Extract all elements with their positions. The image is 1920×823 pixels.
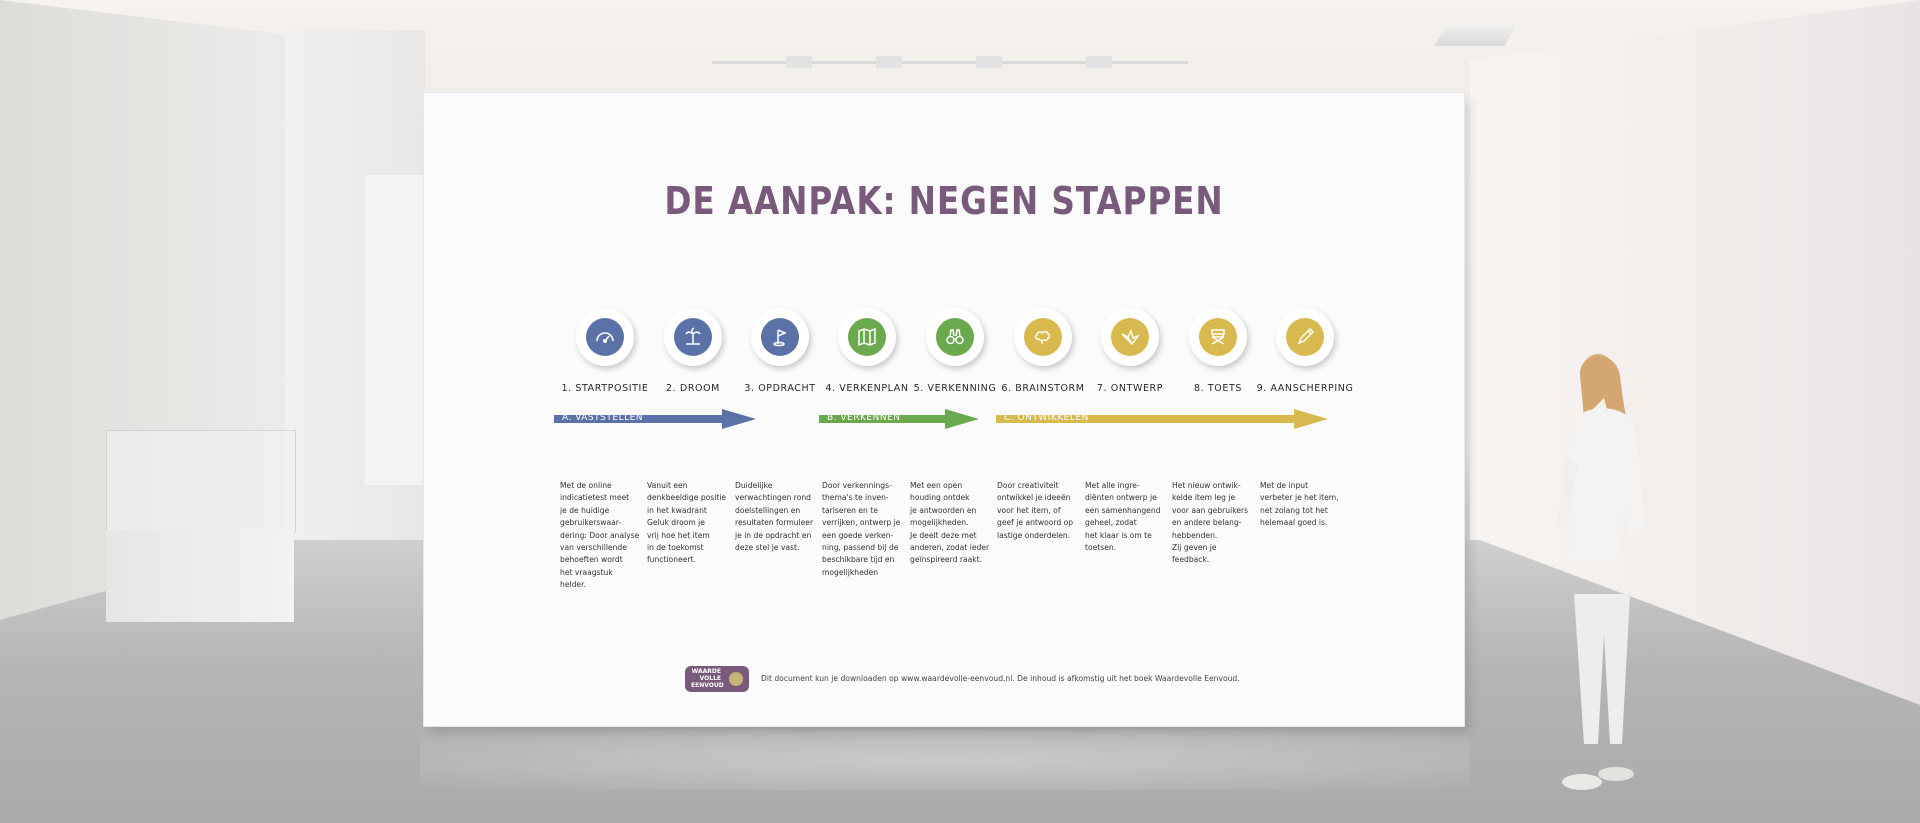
description-verkenning: Met een open houding ontdek je antwoorden … [910, 481, 990, 565]
map-icon [848, 318, 886, 356]
step-label: 7. ONTWERP [1096, 383, 1164, 394]
doorway [365, 175, 425, 485]
step-label: 1. STARTPOSITIE [561, 383, 649, 394]
step-label: 8. TOETS [1194, 383, 1242, 394]
directors-chair-icon [1199, 318, 1237, 356]
waardevolle-eenvoud-logo: WAARDE VOLLE EENVOUD [685, 666, 749, 692]
speedometer-icon [586, 318, 624, 356]
step-icons-row: 1. STARTPOSITIE 2. DROOM 3. OPDRACHT 4. … [550, 308, 1400, 418]
step-label: 6. BRAINSTORM [1001, 383, 1085, 394]
display-case [106, 430, 296, 622]
ceiling-lamp [1434, 26, 1516, 46]
pencil-icon [1286, 318, 1324, 356]
description-brainstorm: Door creativiteit ontwikkel je ideeën voor… [997, 481, 1074, 540]
ceiling-light-rail [712, 56, 1188, 70]
woman-figure [1558, 354, 1644, 790]
step-aanscherping: 9. AANSCHERPING [1250, 308, 1360, 394]
phase-arrow-verkennen: B. VERKENNEN [819, 409, 979, 429]
phase-arrows: A. VASTSTELLEN B. VERKENNEN C. ONTWIKKEL… [424, 409, 1464, 429]
binoculars-icon [936, 318, 974, 356]
step-label: 3. OPDRACHT [744, 383, 816, 394]
step-label: 4. VERKENPLAN [825, 383, 909, 394]
description-toets: Het nieuw ontwik-kelde item leg je voor a… [1172, 481, 1249, 565]
description-aanscherping: Met de input verbeter je het item, net zol… [1260, 481, 1339, 528]
step-brainstorm: 6. BRAINSTORM [988, 308, 1098, 394]
floor-reflection [420, 730, 1470, 790]
description-opdracht: Duidelijke verwachtingen rond doelstelling… [735, 481, 814, 553]
palm-island-icon [674, 318, 712, 356]
step-verkenplan: 4. VERKENPLAN [812, 308, 922, 394]
step-toets: 8. TOETS [1163, 308, 1273, 394]
phase-label: A. VASTSTELLEN [562, 413, 644, 423]
description-ontwerp: Met alle ingre-diënten ontwerp je een sam… [1085, 481, 1161, 553]
description-droom: Vanuit een denkbeeldige positie in het kwa… [647, 481, 727, 565]
poster-title: DE AANPAK: NEGEN STAPPEN [664, 179, 1224, 223]
phase-arrow-vaststellen: A. VASTSTELLEN [554, 409, 756, 429]
step-verkenning: 5. VERKENNING [900, 308, 1010, 394]
poster-wall: DE AANPAK: NEGEN STAPPEN 1. STARTPOSITIE… [424, 93, 1464, 726]
brain-icon [1024, 318, 1062, 356]
poster-footer: WAARDE VOLLE EENVOUD Dit document kun je… [685, 666, 1245, 694]
phase-label: C. ONTWIKKELEN [1004, 413, 1089, 423]
step-droom: 2. DROOM [638, 308, 748, 394]
phase-arrow-ontwikkelen: C. ONTWIKKELEN [996, 409, 1328, 429]
footer-text: Dit document kun je downloaden op www.wa… [761, 674, 1240, 683]
step-label: 2. DROOM [666, 383, 720, 394]
phase-label: B. VERKENNEN [827, 413, 901, 423]
origami-bird-icon [1111, 318, 1149, 356]
flag-icon [761, 318, 799, 356]
description-startpositie: Met de online indicatietest meet je de hui… [560, 481, 640, 590]
step-startpositie: 1. STARTPOSITIE [550, 308, 660, 394]
step-label: 9. AANSCHERPING [1256, 383, 1354, 394]
step-opdracht: 3. OPDRACHT [725, 308, 835, 394]
description-verkenplan: Door verkennings-thema's te inven-tarise… [822, 481, 901, 577]
step-ontwerp: 7. ONTWERP [1075, 308, 1185, 394]
step-label: 5. VERKENNING [913, 383, 997, 394]
